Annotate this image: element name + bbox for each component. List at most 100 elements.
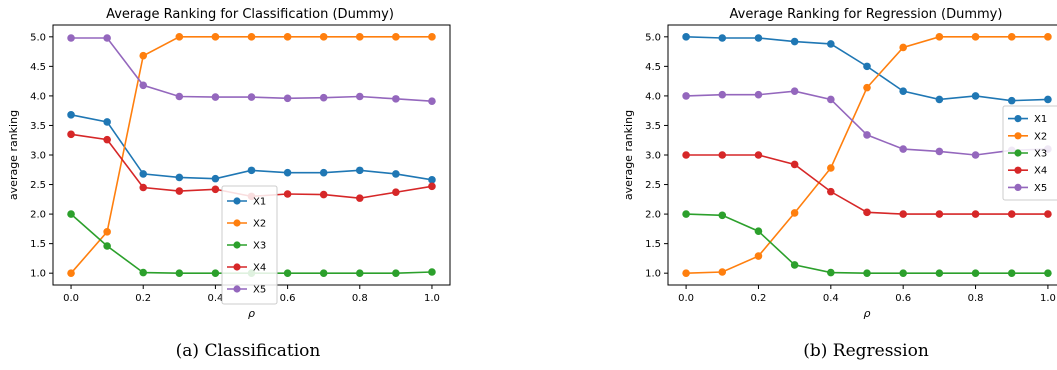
data-point-x5 bbox=[67, 34, 75, 42]
data-point-x4 bbox=[1044, 210, 1052, 218]
legend-marker bbox=[1014, 166, 1022, 174]
data-point-x2 bbox=[139, 51, 148, 60]
legend-label: X3 bbox=[253, 241, 266, 252]
legend-marker bbox=[233, 197, 241, 205]
data-point-x3 bbox=[211, 269, 220, 277]
data-point-x4 bbox=[139, 183, 148, 192]
data-point-x2 bbox=[319, 33, 328, 41]
legend-marker bbox=[1014, 149, 1022, 157]
legend-label: X5 bbox=[253, 285, 266, 296]
legend-marker bbox=[1014, 132, 1022, 140]
series-line-x4 bbox=[686, 154, 1048, 215]
data-point-x1 bbox=[283, 168, 292, 177]
x-tick-label: 0.4 bbox=[823, 293, 839, 304]
data-point-x4 bbox=[718, 151, 727, 159]
data-point-x2 bbox=[1044, 33, 1052, 41]
data-point-x5 bbox=[790, 87, 799, 95]
data-point-x1 bbox=[247, 166, 256, 175]
data-point-x5 bbox=[283, 94, 292, 103]
y-tick-label: 3.0 bbox=[645, 151, 661, 162]
y-tick-label: 1.5 bbox=[30, 239, 46, 250]
x-axis-label: ρ bbox=[248, 307, 255, 320]
y-axis-label: average ranking bbox=[7, 110, 20, 200]
data-point-x2 bbox=[935, 33, 944, 41]
data-point-x5 bbox=[718, 90, 727, 99]
data-point-x2 bbox=[392, 33, 400, 41]
x-tick-label: 0.8 bbox=[352, 293, 368, 304]
data-point-x4 bbox=[935, 210, 944, 218]
data-point-x1 bbox=[139, 170, 148, 178]
data-point-x1 bbox=[718, 34, 727, 42]
data-point-x2 bbox=[790, 209, 799, 217]
legend-label: X3 bbox=[1034, 149, 1047, 160]
data-point-x2 bbox=[428, 33, 436, 41]
x-tick-label: 0.6 bbox=[280, 293, 296, 304]
chart-title: Average Ranking for Classification (Dumm… bbox=[106, 7, 394, 22]
legend-label: X4 bbox=[253, 263, 266, 274]
data-point-x2 bbox=[754, 252, 763, 260]
data-point-x4 bbox=[682, 151, 690, 159]
data-point-x3 bbox=[1007, 269, 1016, 277]
figure-caption: (a) Classification bbox=[176, 341, 321, 361]
legend-label: X5 bbox=[1034, 183, 1047, 194]
legend: X1 X2 X3 X4 X5 bbox=[221, 185, 278, 305]
data-point-x1 bbox=[67, 111, 75, 119]
y-tick-label: 1.0 bbox=[30, 269, 46, 280]
data-point-x2 bbox=[103, 228, 111, 236]
data-point-x4 bbox=[392, 188, 400, 197]
series-line-x5 bbox=[686, 90, 1048, 156]
data-point-x1 bbox=[790, 37, 799, 46]
regression-chart: Average Ranking for Regression (Dummy) 1.… bbox=[622, 7, 1057, 361]
legend-label: X2 bbox=[1034, 131, 1047, 142]
legend: X1 X2 X3 X4 X5 bbox=[1002, 105, 1057, 201]
data-point-x5 bbox=[211, 93, 220, 101]
data-point-x5 bbox=[319, 93, 328, 102]
data-point-x2 bbox=[682, 269, 690, 277]
x-tick-label: 1.0 bbox=[424, 293, 440, 304]
y-tick-label: 1.0 bbox=[645, 269, 661, 280]
data-point-x2 bbox=[971, 33, 980, 41]
legend-marker bbox=[1014, 115, 1022, 123]
data-point-x1 bbox=[863, 62, 871, 71]
y-tick-label: 4.0 bbox=[645, 91, 661, 102]
data-point-x1 bbox=[1007, 96, 1016, 105]
data-point-x4 bbox=[428, 182, 436, 191]
y-tick-label: 5.0 bbox=[645, 32, 661, 43]
data-point-x3 bbox=[935, 269, 944, 277]
legend-marker bbox=[1014, 183, 1022, 191]
data-point-x5 bbox=[899, 145, 907, 153]
data-point-x3 bbox=[682, 210, 690, 218]
data-point-x4 bbox=[790, 160, 799, 169]
series-x3 bbox=[682, 210, 1052, 277]
data-point-x5 bbox=[428, 97, 436, 106]
y-tick-label: 2.0 bbox=[645, 210, 661, 221]
data-point-x2 bbox=[1007, 33, 1016, 41]
classification-chart: Average Ranking for Classification (Dumm… bbox=[7, 7, 451, 361]
data-point-x2 bbox=[827, 164, 835, 172]
legend-label: X1 bbox=[253, 197, 266, 208]
data-point-x3 bbox=[790, 261, 799, 269]
y-tick-label: 4.5 bbox=[30, 62, 46, 73]
data-point-x1 bbox=[754, 34, 763, 42]
data-point-x5 bbox=[175, 92, 184, 101]
series-x5 bbox=[67, 34, 436, 106]
data-point-x3 bbox=[971, 269, 980, 277]
data-point-x5 bbox=[827, 95, 835, 104]
data-point-x5 bbox=[935, 147, 944, 156]
data-point-x1 bbox=[319, 168, 328, 177]
y-tick-label: 3.0 bbox=[30, 151, 46, 162]
series-x1 bbox=[67, 111, 436, 184]
data-point-x3 bbox=[718, 211, 727, 220]
data-point-x5 bbox=[863, 131, 871, 139]
data-point-x3 bbox=[103, 242, 111, 250]
series-x2 bbox=[67, 33, 436, 277]
data-point-x3 bbox=[319, 269, 328, 277]
data-point-x2 bbox=[718, 268, 727, 276]
legend-label: X4 bbox=[1034, 166, 1047, 177]
data-point-x1 bbox=[827, 40, 835, 48]
x-tick-label: 0.0 bbox=[678, 293, 694, 304]
data-point-x4 bbox=[355, 194, 364, 202]
data-point-x4 bbox=[899, 210, 907, 218]
data-point-x1 bbox=[392, 170, 400, 178]
data-point-x1 bbox=[899, 87, 907, 95]
